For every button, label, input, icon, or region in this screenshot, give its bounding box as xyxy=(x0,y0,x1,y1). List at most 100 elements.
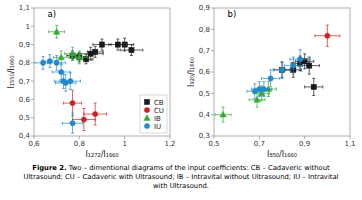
x-tick-label: 0,6 xyxy=(28,140,40,148)
caption-text: Two – dimentional diagrams of the input … xyxy=(67,164,330,172)
y-tick xyxy=(31,117,34,118)
y-tick-label: 0,4 xyxy=(19,132,31,140)
legend-marker xyxy=(144,115,150,121)
point xyxy=(307,63,312,68)
legend-frame xyxy=(140,95,167,133)
point xyxy=(93,111,98,116)
x-tick xyxy=(214,136,215,139)
x-tick xyxy=(350,136,351,139)
point xyxy=(99,42,104,47)
point xyxy=(220,111,226,117)
y-axis-label: I₉₂₀/I₁₆₆₀ xyxy=(187,57,196,87)
point xyxy=(70,100,75,105)
caption-text: with Ultrasound. xyxy=(153,182,209,190)
caption-line: Figure 2. Two – dimentional diagrams of … xyxy=(32,164,330,172)
caption-text: Ultrasound; CU – Cadaveric with Ultrasou… xyxy=(24,173,339,181)
caption-line: Ultrasound; CU – Cadaveric with Ultrasou… xyxy=(24,173,339,181)
y-tick xyxy=(31,62,34,63)
y-tick xyxy=(211,8,214,9)
y-tick xyxy=(31,136,34,137)
legend-label: CU xyxy=(154,107,164,115)
x-tick xyxy=(259,136,260,139)
page: {"chart_data": [ {"type": "scatter", "an… xyxy=(0,0,362,200)
x-tick xyxy=(304,136,305,139)
point xyxy=(129,47,134,52)
point xyxy=(53,29,59,35)
point xyxy=(268,76,273,81)
y-tick-label: 0,6 xyxy=(199,68,211,76)
point xyxy=(279,67,284,72)
y-tick-label: 0,9 xyxy=(199,4,210,12)
point xyxy=(311,84,316,89)
series xyxy=(315,25,340,46)
point xyxy=(261,86,266,91)
plot-frame xyxy=(34,8,170,136)
y-tick xyxy=(211,29,214,30)
point xyxy=(58,54,64,60)
legend-marker xyxy=(144,107,149,112)
legend: CBCUIBIU xyxy=(140,95,167,133)
x-tick-label: 1,1 xyxy=(344,140,355,148)
plot-frame xyxy=(214,8,350,136)
x-tick-label: 0,5 xyxy=(208,140,219,148)
y-tick xyxy=(211,136,214,137)
legend-label: IB xyxy=(154,115,161,123)
x-tick-label: 0,8 xyxy=(74,140,85,148)
x-tick-label: 0,7 xyxy=(254,140,265,148)
legend-label: IU xyxy=(154,123,161,131)
point xyxy=(70,121,75,126)
point xyxy=(77,55,82,60)
point xyxy=(68,79,73,84)
y-tick-label: 0,8 xyxy=(199,26,210,34)
series xyxy=(63,90,106,130)
point xyxy=(69,51,75,57)
y-tick xyxy=(31,44,34,45)
legend-marker xyxy=(144,99,149,104)
y-tick-label: 1 xyxy=(26,23,30,31)
plot-area xyxy=(35,25,143,133)
series xyxy=(215,82,276,123)
panel-label: a) xyxy=(48,9,57,19)
y-tick xyxy=(31,81,34,82)
y-tick xyxy=(211,72,214,73)
plot-area xyxy=(215,25,340,122)
y-tick xyxy=(31,26,34,27)
panel-label: b) xyxy=(228,9,237,19)
y-axis-label: I₁₅₅₀/I₁₆₆₀ xyxy=(7,55,16,88)
caption-label: Figure 2. xyxy=(32,164,66,172)
point xyxy=(122,42,127,47)
y-tick xyxy=(211,93,214,94)
y-tick-label: 0,6 xyxy=(19,96,31,104)
y-tick-label: 0,9 xyxy=(19,41,30,49)
y-tick xyxy=(31,99,34,100)
legend-label: CB xyxy=(154,99,164,107)
point xyxy=(54,60,59,65)
point xyxy=(279,67,284,72)
y-tick xyxy=(211,50,214,51)
y-tick-label: 0,5 xyxy=(199,90,210,98)
point xyxy=(88,51,93,56)
x-tick xyxy=(170,136,171,139)
y-tick-label: 1,1 xyxy=(19,4,30,12)
x-tick-label: 1 xyxy=(122,140,126,148)
legend-marker xyxy=(144,123,149,128)
point xyxy=(325,33,330,38)
x-axis-label: I₁₂₇₂/I₁₆₆₀ xyxy=(85,150,118,159)
point xyxy=(298,57,303,62)
y-tick-label: 0,4 xyxy=(199,111,211,119)
series xyxy=(49,25,88,63)
point xyxy=(291,63,296,68)
x-axis-label: I₈₅₀/I₁₆₆₀ xyxy=(267,150,297,159)
y-tick-label: 0,3 xyxy=(199,132,210,140)
x-tick-label: 1,2 xyxy=(164,140,175,148)
caption: Figure 2. Two – dimentional diagrams of … xyxy=(24,164,339,190)
point xyxy=(76,54,82,60)
series xyxy=(247,50,310,99)
x-tick xyxy=(79,136,80,139)
caption-line: with Ultrasound. xyxy=(153,182,209,190)
series xyxy=(67,38,143,64)
series xyxy=(274,54,323,96)
panel: 0,60,811,20,40,50,60,70,80,911,1I₁₂₇₂/I₁… xyxy=(7,4,176,159)
x-tick xyxy=(124,136,125,139)
y-tick xyxy=(31,8,34,9)
